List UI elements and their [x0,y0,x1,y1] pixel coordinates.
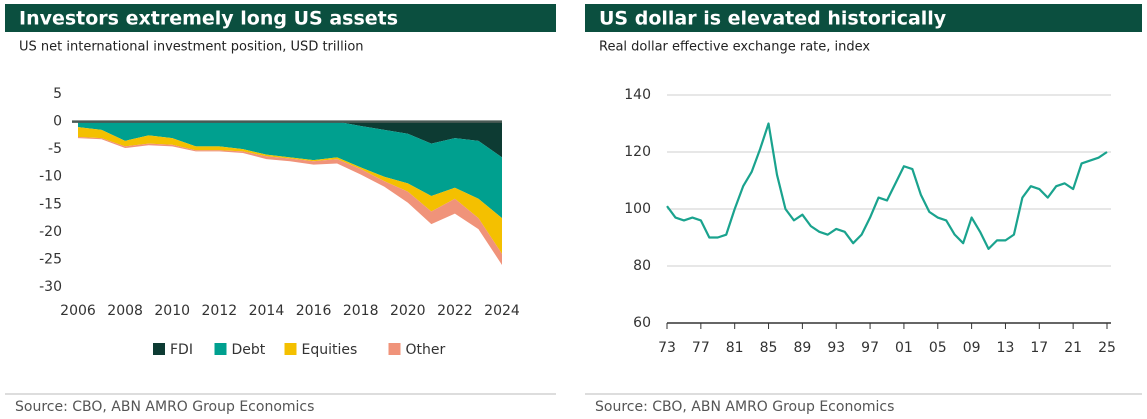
chart-title: Investors extremely long US assets [19,8,398,30]
legend-swatch [388,343,401,355]
x-tick-label: 93 [827,340,845,356]
x-tick-label: 89 [793,340,811,356]
y-tick-label: -30 [39,279,62,295]
chart-subtitle: US net international investment position… [19,40,364,55]
y-tick-label: 80 [633,258,651,274]
x-tick-label: 25 [1098,340,1116,356]
x-tick-label: 2014 [249,303,285,319]
legend-label: Debt [232,342,266,358]
y-tick-label: 140 [624,87,651,103]
legend-swatch [284,343,297,355]
area [78,127,502,254]
chart-title: US dollar is elevated historically [599,8,947,30]
x-tick-label: 01 [895,340,913,356]
y-tick-label: 0 [53,114,62,130]
line [666,122,1108,250]
y-tick-label: 60 [633,315,651,331]
legend-label: Equities [302,342,358,358]
x-tick-label: 81 [726,340,744,356]
x-tick-label: 2008 [107,303,143,319]
x-tick-label: 09 [963,340,981,356]
legend-swatch [153,343,165,355]
y-tick-label: -10 [39,169,62,185]
legend-label: FDI [170,342,193,358]
x-tick-label: 2022 [437,303,473,319]
x-tick-label: 21 [1064,340,1082,356]
x-tick-label: 2010 [154,303,190,319]
x-tick-label: 2018 [343,303,379,319]
y-tick-label: -25 [39,251,62,267]
x-tick-label: 73 [658,340,676,356]
x-tick-label: 77 [692,340,710,356]
x-tick-label: 13 [997,340,1015,356]
x-tick-label: 97 [861,340,879,356]
y-tick-label: 5 [53,86,62,102]
title-bar [585,4,1142,32]
y-tick-label: 120 [624,144,651,160]
x-tick-label: 2016 [296,303,332,319]
title-bar [5,4,556,32]
x-tick-label: 2024 [484,303,520,319]
x-tick-label: 85 [760,340,778,356]
area [78,137,502,265]
y-tick-label: 100 [624,201,651,217]
y-tick-label: -20 [39,224,62,240]
chart-subtitle: Real dollar effective exchange rate, ind… [599,40,870,55]
x-tick-label: 2006 [60,303,96,319]
x-tick-label: 2012 [202,303,238,319]
area [78,121,502,219]
area [78,121,502,158]
source: Source: CBO, ABN AMRO Group Economics [15,399,314,415]
legend-label: Other [406,342,446,358]
source: Source: CBO, ABN AMRO Group Economics [595,399,894,415]
x-tick-label: 2020 [390,303,426,319]
legend-swatch [214,343,227,355]
x-tick-label: 05 [929,340,947,356]
x-tick-label: 17 [1030,340,1048,356]
y-tick-label: -15 [39,196,62,212]
y-tick-label: -5 [48,141,62,157]
